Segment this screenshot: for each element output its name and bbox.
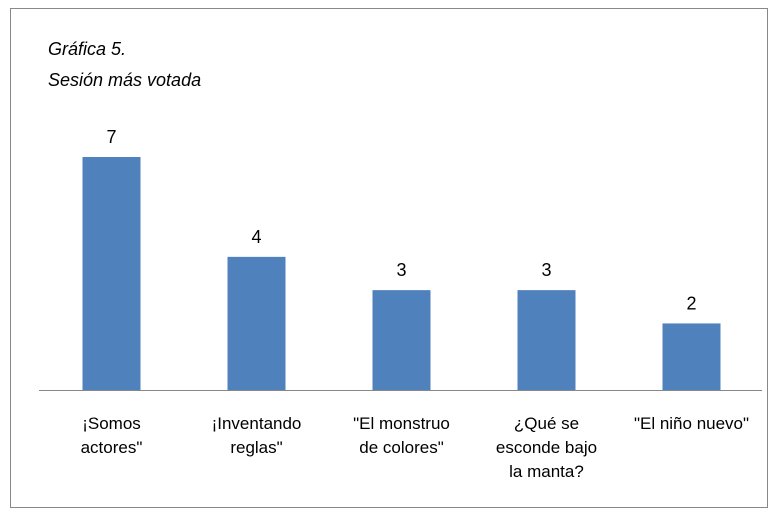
data-label: 3	[541, 260, 551, 280]
bar	[372, 290, 431, 390]
x-tick-label: "El niño nuevo"	[633, 414, 750, 433]
bar	[227, 256, 286, 390]
data-label: 4	[251, 227, 261, 247]
chart-title: Gráfica 5.	[48, 39, 126, 59]
x-tick-label: ¡Somos actores"	[80, 414, 143, 457]
bar	[662, 323, 721, 390]
data-label: 7	[106, 127, 116, 147]
bar	[517, 290, 576, 390]
x-tick-label: "El monstruo de colores"	[353, 414, 450, 457]
data-label: 3	[396, 260, 406, 280]
x-tick-label: ¡Inventando reglas"	[211, 414, 302, 457]
chart-subtitle: Sesión más votada	[48, 70, 201, 90]
x-tick-label: ¿Qué se esconde bajo la manta?	[495, 414, 598, 481]
bar	[82, 157, 141, 390]
data-label: 2	[686, 293, 696, 313]
